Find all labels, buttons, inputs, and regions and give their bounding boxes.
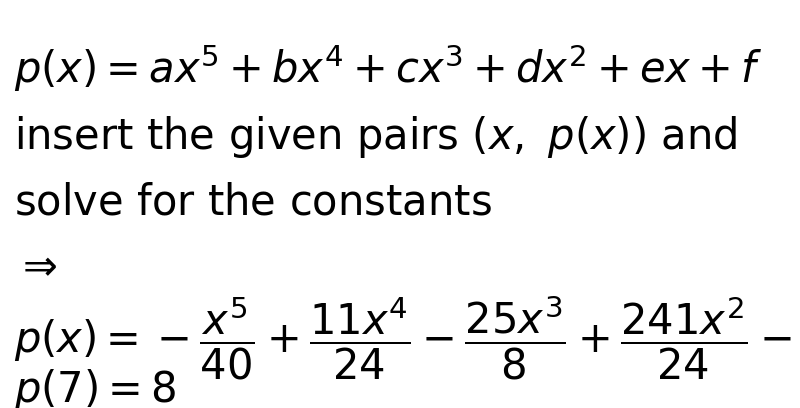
Text: $p(7)=8$: $p(7)=8$ <box>14 367 177 408</box>
Text: $\Rightarrow$: $\Rightarrow$ <box>14 245 58 287</box>
Text: $p(x)=ax^5+bx^4+cx^3+dx^2+ex+f$: $p(x)=ax^5+bx^4+cx^3+dx^2+ex+f$ <box>14 43 763 94</box>
Text: $\mathrm{solve\ for\ the\ constants}$: $\mathrm{solve\ for\ the\ constants}$ <box>14 182 492 224</box>
Text: $\mathrm{insert\ the\ given\ pairs\ }(x,\ p(x))\mathrm{\ and}$: $\mathrm{insert\ the\ given\ pairs\ }(x,… <box>14 114 738 160</box>
Text: $p(x)=-\dfrac{x^5}{40}+\dfrac{11x^4}{24}-\dfrac{25x^3}{8}+\dfrac{241x^2}{24}-\df: $p(x)=-\dfrac{x^5}{40}+\dfrac{11x^4}{24}… <box>14 294 800 382</box>
